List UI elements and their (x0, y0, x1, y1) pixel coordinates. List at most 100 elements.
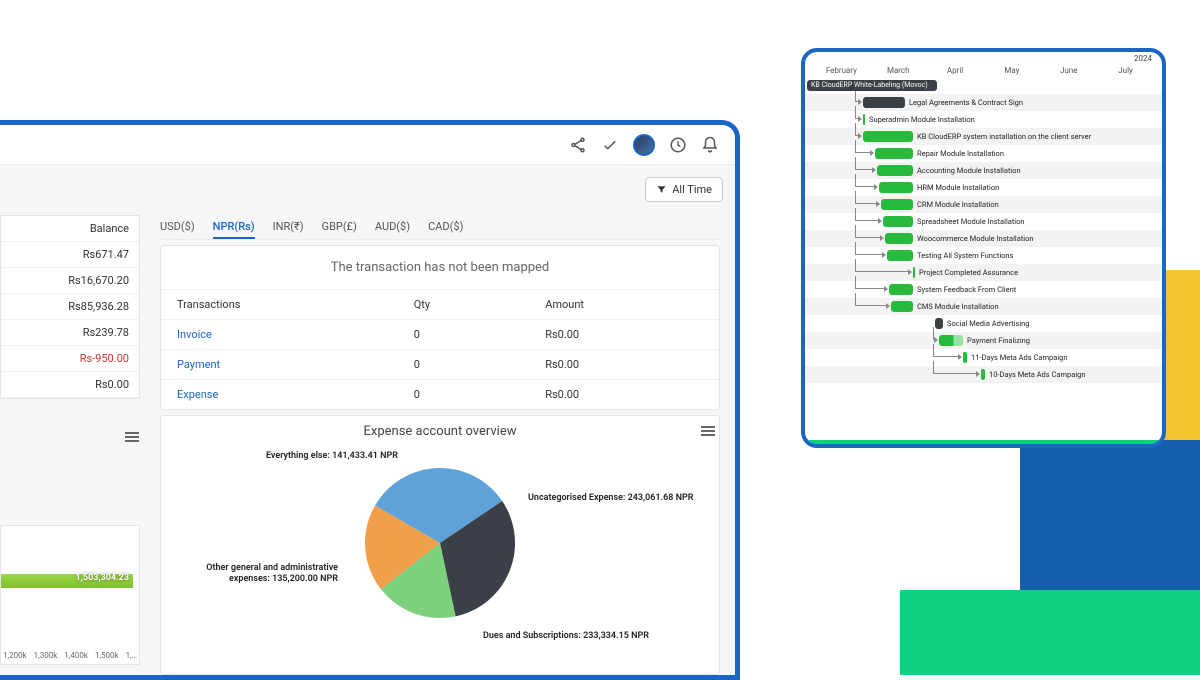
gantt-task-label: Accounting Module Installation (917, 166, 1021, 175)
currency-tab[interactable]: AUD($) (375, 220, 410, 233)
bar-axis-tick: 1,300k (34, 651, 58, 660)
tx-qty: 0 (414, 388, 546, 401)
gantt-task-label: Payment Finalizing (967, 336, 1030, 345)
gantt-bar[interactable] (963, 352, 967, 363)
gantt-bar[interactable] (863, 97, 905, 108)
tx-qty: 0 (414, 328, 546, 341)
filter-icon (656, 184, 667, 195)
bar-axis-tick: 1,200k (3, 651, 27, 660)
gantt-task-label: Project Completed Assurance (919, 268, 1018, 277)
gantt-month: February (813, 66, 870, 75)
bar-chart-clip: 1,503,304.23 1,200k1,300k1,400k1,500k1,… (0, 525, 140, 665)
gantt-bottom-accent (805, 440, 1162, 444)
dashboard-header (0, 125, 735, 165)
gantt-bar[interactable] (981, 369, 985, 380)
gantt-bar[interactable]: KB CloudERP White-Labeling (Movoc) (807, 80, 937, 91)
gantt-bar[interactable] (887, 250, 913, 261)
tx-type[interactable]: Payment (177, 358, 414, 371)
gantt-bar[interactable] (877, 165, 913, 176)
gantt-bar[interactable] (863, 114, 865, 125)
filter-label: All Time (672, 183, 712, 196)
gantt-bar[interactable] (889, 284, 913, 295)
gantt-task-label: 11-Days Meta Ads Campaign (971, 353, 1068, 362)
tx-amount: Rs0.00 (545, 358, 703, 371)
gantt-body: KB CloudERP White-Labeling (Movoc) Legal … (805, 77, 1162, 387)
gantt-row: 11-Days Meta Ads Campaign (805, 349, 1162, 366)
gantt-header: 2024 FebruaryMarchAprilMayJuneJuly (805, 52, 1162, 77)
gantt-months: FebruaryMarchAprilMayJuneJuly (813, 56, 1154, 75)
gantt-task-label: CMS Module Installation (917, 302, 999, 311)
currency-tab[interactable]: INR(₹) (273, 220, 304, 233)
balance-row: Rs-950.00 (1, 346, 139, 372)
balance-table: Balance Rs671.47Rs16,670.20Rs85,936.28Rs… (0, 215, 140, 399)
gantt-month: June (1040, 66, 1097, 75)
currency-tab[interactable]: NPR(Rs) (213, 220, 255, 239)
currency-tabs: USD($) NPR(Rs) INR(₹) GBP(£) AUD($) CAD($) (160, 220, 720, 240)
history-icon[interactable] (669, 136, 687, 154)
gantt-bar[interactable] (881, 199, 913, 210)
chart-menu-icon[interactable] (125, 430, 139, 444)
gantt-month: April (927, 66, 984, 75)
avatar[interactable] (633, 134, 655, 156)
check-icon[interactable] (601, 136, 619, 154)
balance-row: Rs85,936.28 (1, 294, 139, 320)
gantt-bar[interactable] (883, 216, 913, 227)
gantt-bar[interactable] (875, 148, 913, 159)
gantt-task-label: System Feedback From Client (917, 285, 1016, 294)
gantt-month: May (983, 66, 1040, 75)
bar-axis-tick: 1,500k (95, 651, 119, 660)
pie-label: Uncategorised Expense: 243,061.68 NPR (528, 493, 698, 504)
gantt-task-label: Repair Module Installation (917, 149, 1004, 158)
bar-axis: 1,200k1,300k1,400k1,500k1,… (1, 651, 139, 660)
gantt-bar[interactable] (891, 301, 913, 312)
share-icon[interactable] (569, 136, 587, 154)
gantt-task-label: Testing All System Functions (917, 251, 1013, 260)
gantt-task-label: HRM Module Installation (917, 183, 999, 192)
tx-row: Payment0Rs0.00 (161, 349, 719, 379)
gantt-bar[interactable] (939, 335, 963, 346)
tx-row: Invoice0Rs0.00 (161, 319, 719, 349)
tx-type[interactable]: Expense (177, 388, 414, 401)
balance-row: Rs16,670.20 (1, 268, 139, 294)
pie-label: Other general and administrative expense… (183, 563, 338, 585)
pie-label: Everything else: 141,433.41 NPR (238, 451, 398, 462)
transactions-card: The transaction has not been mapped Tran… (160, 245, 720, 410)
tx-col-amount: Amount (545, 298, 703, 311)
pie-menu-icon[interactable] (701, 424, 715, 438)
gantt-bar[interactable] (885, 233, 913, 244)
decor-green (900, 590, 1200, 675)
pie-wrap: Uncategorised Expense: 243,061.68 NPRDue… (173, 443, 707, 643)
balance-row: Rs0.00 (1, 372, 139, 398)
tx-row: Expense0Rs0.00 (161, 379, 719, 409)
currency-tab[interactable]: CAD($) (428, 220, 463, 233)
gantt-bar[interactable] (935, 318, 943, 329)
gantt-task-label: Legal Agreements & Contract Sign (909, 98, 1023, 107)
balance-row: Rs239.78 (1, 320, 139, 346)
tx-col-transactions: Transactions (177, 298, 414, 311)
gantt-task-label: Social Media Advertising (947, 319, 1030, 328)
gantt-month: March (870, 66, 927, 75)
tx-type[interactable]: Invoice (177, 328, 414, 341)
tx-col-qty: Qty (414, 298, 546, 311)
gantt-bar[interactable] (879, 182, 913, 193)
currency-tab[interactable]: GBP(£) (322, 220, 357, 233)
bell-icon[interactable] (701, 136, 719, 154)
pie-chart (360, 463, 520, 623)
dashboard-window: All Time Balance Rs671.47Rs16,670.20Rs85… (0, 120, 740, 680)
gantt-bar[interactable] (863, 131, 913, 142)
gantt-year: 2024 (1134, 54, 1152, 63)
tx-empty-message: The transaction has not been mapped (161, 246, 719, 289)
decor-blue (1020, 440, 1200, 590)
expense-pie-card: Expense account overview Uncategorised E… (160, 415, 720, 675)
time-filter[interactable]: All Time (645, 177, 723, 202)
bar-value: 1,503,304.23 (75, 573, 129, 583)
currency-tab[interactable]: USD($) (160, 220, 195, 233)
gantt-bar[interactable] (913, 267, 915, 278)
gantt-row: 10-Days Meta Ads Campaign (805, 366, 1162, 383)
bar-axis-tick: 1,… (126, 651, 137, 660)
gantt-month: July (1097, 66, 1154, 75)
gantt-task-label: 10-Days Meta Ads Campaign (989, 370, 1086, 379)
balance-header: Balance (1, 216, 139, 242)
tx-amount: Rs0.00 (545, 328, 703, 341)
tx-amount: Rs0.00 (545, 388, 703, 401)
